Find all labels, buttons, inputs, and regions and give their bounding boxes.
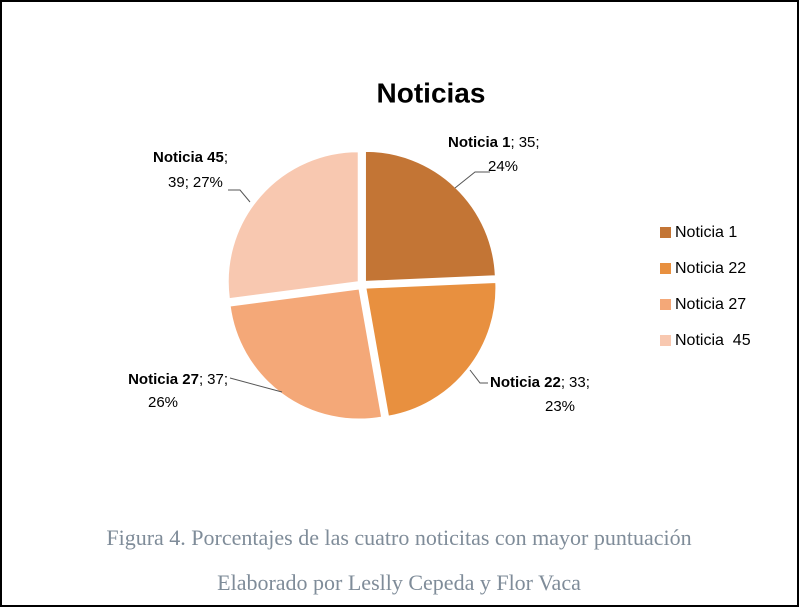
label-part: Noticia 45 (153, 149, 224, 166)
label-part: 26% (148, 394, 178, 411)
legend-swatch (660, 299, 671, 310)
label-part: ; (511, 134, 515, 151)
data-label: Noticia 45; (153, 149, 228, 166)
leader-line (469, 369, 488, 384)
label-part: 39 (168, 174, 185, 191)
label-part: Noticia 22 (490, 374, 561, 391)
label-part: 37 (207, 371, 224, 388)
label-part: ; (535, 134, 539, 151)
pie-slice (229, 288, 383, 420)
legend-label: Noticia 45 (675, 332, 751, 349)
chart-title: Noticias (377, 77, 486, 108)
label-part: 27% (193, 174, 223, 191)
label-part: ; (224, 149, 228, 166)
data-label: 24% (488, 158, 518, 175)
legend-label: Noticia 22 (675, 260, 746, 277)
data-label: Noticia 22; 33; (490, 374, 590, 391)
leader-line (228, 189, 251, 203)
label-part: ; (561, 374, 565, 391)
data-label: Noticia 1; 35; (448, 134, 540, 151)
legend-label: Noticia 27 (675, 296, 746, 313)
label-part: Noticia 27 (128, 371, 199, 388)
label-part: ; (185, 174, 189, 191)
leader-line (454, 171, 490, 189)
legend-label: Noticia 1 (675, 224, 737, 241)
caption-line: Elaborado por Leslly Cepeda y Flor Vaca (217, 570, 581, 595)
legend-swatch (660, 227, 671, 238)
data-label: 26% (148, 394, 178, 411)
label-part: ; (224, 371, 228, 388)
label-part: 33 (569, 374, 586, 391)
label-part: ; (199, 371, 203, 388)
leader-line (229, 377, 283, 393)
label-part: 35 (519, 134, 536, 151)
label-part: 24% (488, 158, 518, 175)
data-label: 39; 27% (168, 174, 223, 191)
pie-slice (365, 281, 497, 417)
label-part: 23% (545, 398, 575, 415)
legend-swatch (660, 335, 671, 346)
data-label: 23% (545, 398, 575, 415)
pie-slice (227, 151, 359, 300)
label-part: ; (586, 374, 590, 391)
caption-line: Figura 4. Porcentajes de las cuatro noti… (106, 525, 691, 550)
data-label: Noticia 27; 37; (128, 371, 228, 388)
legend-swatch (660, 263, 671, 274)
label-part: Noticia 1 (448, 134, 511, 151)
